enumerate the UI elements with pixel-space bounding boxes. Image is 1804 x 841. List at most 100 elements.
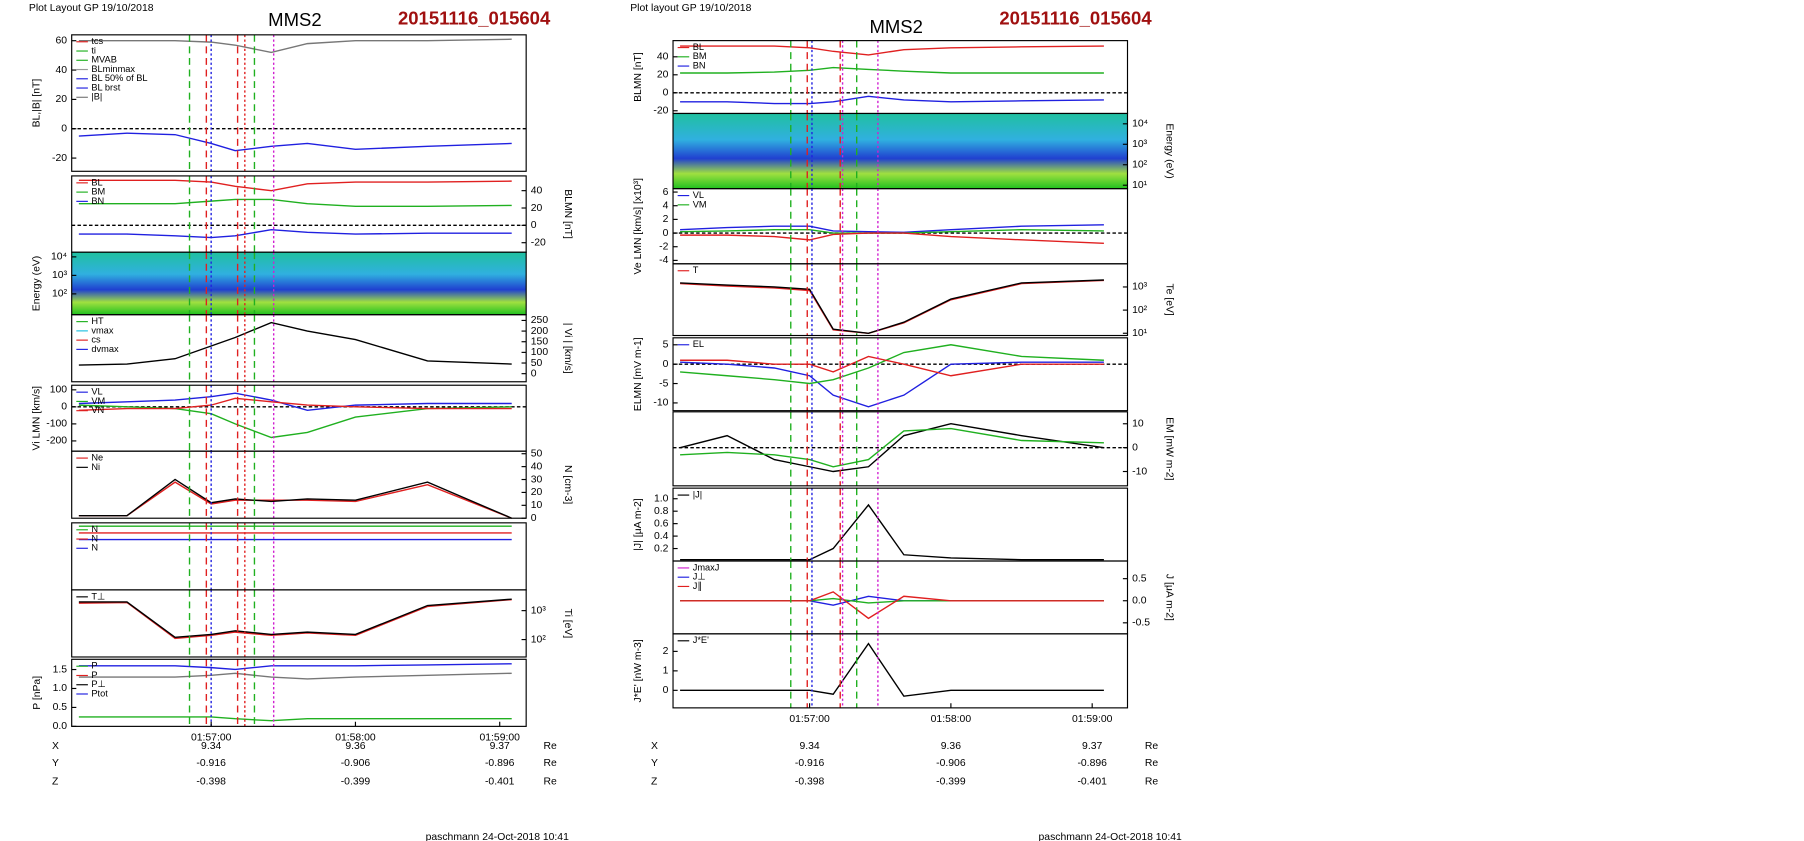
- legend-label: BN: [91, 196, 104, 206]
- legend-label: BL: [693, 42, 704, 52]
- y-axis-label: Te [eV]: [1163, 283, 1174, 315]
- y-tick-label: 2: [663, 646, 669, 657]
- series-line: [680, 427, 1104, 468]
- ephemeris-cell: X: [52, 741, 59, 752]
- legend-label: T: [693, 265, 699, 275]
- y-tick-label: 0: [531, 513, 537, 524]
- x-tick-label: 01:57:00: [191, 733, 232, 744]
- legend-label: vmax: [91, 325, 113, 335]
- panel-frame: [672, 560, 1129, 635]
- spectrogram: [71, 252, 527, 315]
- y-tick-label: -10: [1132, 466, 1147, 477]
- y-tick-label: 0: [531, 220, 537, 231]
- y-tick-label: 20: [657, 70, 669, 81]
- ephemeris-cell: Re: [1145, 758, 1159, 769]
- legend-label: VN: [91, 405, 104, 415]
- panel-frame: [71, 175, 527, 253]
- series-line: [680, 95, 1104, 105]
- y-tick-label: 10¹: [1132, 328, 1148, 339]
- ephemeris-cell: Z: [651, 777, 658, 788]
- y-axis-label: Ve LMN [km/s] [x10³]: [633, 178, 644, 275]
- series-line: [680, 591, 1104, 620]
- legend-label: N: [91, 533, 98, 543]
- y-tick-label: 0: [1132, 442, 1138, 453]
- series-line: [680, 279, 1104, 335]
- y-axis-label: Energy (eV): [1163, 123, 1174, 178]
- y-tick-label: 10³: [1132, 139, 1148, 150]
- y-tick-label: 0.8: [654, 506, 669, 517]
- legend-label: HT: [91, 316, 104, 326]
- y-axis-label: | Vi | [km/s]: [562, 323, 573, 374]
- series-line: [680, 642, 1104, 697]
- y-tick-label: 10: [531, 500, 543, 511]
- event-id: 20151116_015604: [999, 8, 1152, 29]
- series-line: [78, 663, 512, 671]
- y-tick-label: -200: [46, 436, 67, 447]
- footer: paschmann 24-Oct-2018 10:41: [1039, 832, 1182, 841]
- y-tick-label: 10²: [531, 634, 547, 645]
- y-tick-label: 0.5: [1132, 573, 1147, 584]
- legend-label: BL: [91, 177, 102, 187]
- ephemeris-cell: -0.401: [1077, 777, 1107, 788]
- figure-title: MMS2: [869, 16, 922, 37]
- series-line: [78, 598, 512, 639]
- series-line: [680, 344, 1104, 385]
- y-tick-label: 4: [663, 200, 669, 211]
- legend-label: EL: [693, 339, 704, 349]
- series-line: [78, 228, 512, 239]
- y-tick-label: -4: [659, 255, 668, 266]
- y-axis-label: BLMN [nT]: [562, 189, 573, 239]
- legend-label: J*E': [693, 635, 709, 645]
- ephemeris-cell: Re: [544, 777, 558, 788]
- ephemeris-cell: -0.401: [485, 777, 515, 788]
- legend-label: VL: [91, 387, 102, 397]
- y-axis-label: Ti [eV]: [562, 609, 573, 639]
- y-axis-label: EM [mW m-2]: [1163, 417, 1174, 481]
- y-tick-label: 0: [61, 402, 67, 413]
- ephemeris-cell: 9.36: [345, 741, 365, 752]
- y-tick-label: 0.4: [654, 531, 669, 542]
- y-tick-label: 10⁴: [51, 252, 67, 263]
- legend-label: VM: [91, 396, 105, 406]
- y-tick-label: 60: [56, 35, 68, 46]
- y-axis-label: |J| [μA m-2]: [633, 498, 644, 550]
- y-tick-label: 10³: [52, 270, 68, 281]
- x-tick-label: 01:59:00: [1072, 714, 1113, 725]
- y-axis-label: BLMN [nT]: [633, 52, 644, 102]
- legend-label: BM: [91, 187, 105, 197]
- y-tick-label: 0: [663, 359, 669, 370]
- ephemeris-cell: Re: [544, 741, 558, 752]
- y-tick-label: -20: [653, 106, 668, 117]
- y-axis-label: J [μA m-2]: [1163, 574, 1174, 621]
- panel-frame: [71, 314, 527, 383]
- y-tick-label: 0.6: [654, 518, 669, 529]
- ephemeris-cell: X: [651, 741, 658, 752]
- y-tick-label: 1.0: [53, 683, 68, 694]
- y-tick-label: 40: [531, 185, 543, 196]
- y-tick-label: 0.5: [53, 702, 68, 713]
- y-tick-label: 0: [61, 123, 67, 134]
- legend-label: cs: [91, 335, 101, 345]
- y-tick-label: -2: [659, 241, 668, 252]
- layout-note: Plot Layout GP 19/10/2018: [29, 3, 154, 14]
- y-tick-label: 0: [663, 88, 669, 99]
- y-tick-label: 100: [50, 385, 68, 396]
- ephemeris-cell: 9.37: [1082, 741, 1102, 752]
- series-line: [78, 397, 512, 412]
- ephemeris-cell: -0.399: [341, 777, 371, 788]
- y-tick-label: 10¹: [1132, 180, 1148, 191]
- y-tick-label: 10⁴: [1132, 119, 1148, 130]
- panel-frame: [672, 633, 1129, 709]
- legend-label: P: [91, 670, 97, 680]
- legend-label: dvmax: [91, 344, 119, 354]
- y-tick-label: 200: [531, 326, 549, 337]
- ephemeris-cell: -0.399: [936, 777, 966, 788]
- y-tick-label: 1: [663, 666, 669, 677]
- ephemeris-cell: Re: [1145, 777, 1159, 788]
- ephemeris-cell: 9.34: [799, 741, 819, 752]
- layout-note: Plot layout GP 19/10/2018: [630, 3, 751, 14]
- legend-label: |B|: [91, 92, 102, 102]
- legend-label: N: [91, 543, 98, 553]
- y-axis-label: Energy (eV): [32, 256, 43, 311]
